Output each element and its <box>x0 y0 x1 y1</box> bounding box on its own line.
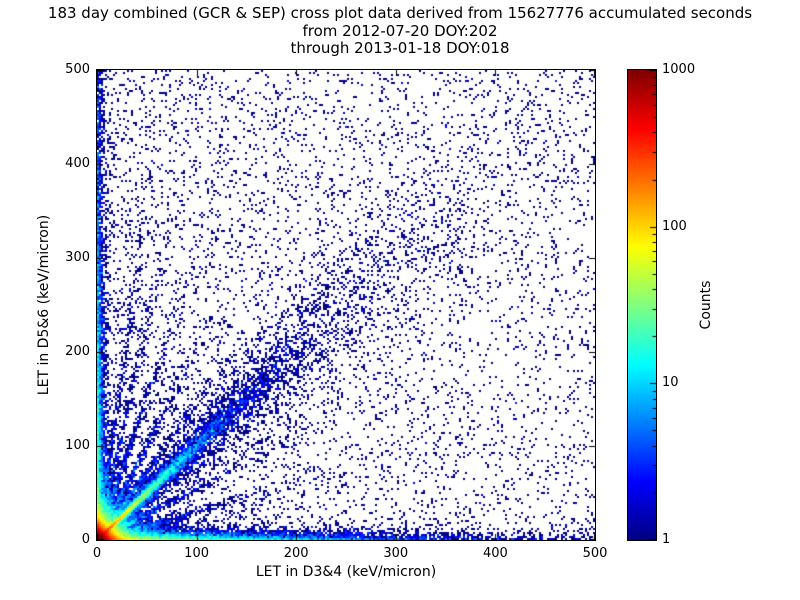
x-tick-label: 400 <box>482 546 508 561</box>
colorbar-tick-label: 1 <box>662 532 671 547</box>
colorbar-label: Counts <box>698 280 714 330</box>
y-tick-label: 100 <box>65 438 90 453</box>
y-tick-label: 0 <box>81 532 90 547</box>
chart-title: 183 day combined (GCR & SEP) cross plot … <box>47 4 753 22</box>
y-tick-label: 400 <box>65 156 90 171</box>
chart-subtitle-through: through 2013-01-18 DOY:018 <box>290 39 510 57</box>
y-tick-label: 300 <box>65 250 90 265</box>
colorbar-tick-label: 100 <box>662 218 687 234</box>
scatter-heatmap-canvas <box>96 69 596 541</box>
x-tick-label: 200 <box>283 546 309 561</box>
x-tick-label: 500 <box>582 546 608 561</box>
x-tick-label: 0 <box>92 546 102 561</box>
colorbar-tick-label: 1000 <box>662 62 696 77</box>
y-tick-label: 500 <box>65 62 90 77</box>
y-tick-label: 200 <box>65 344 90 359</box>
x-tick-label: 100 <box>184 546 209 561</box>
y-axis-label: LET in D5&6 (keV/micron) <box>36 214 52 396</box>
x-tick-label: 300 <box>383 546 409 561</box>
chart-subtitle-from: from 2012-07-20 DOY:202 <box>302 22 498 40</box>
colorbar-tick-label: 10 <box>662 375 679 391</box>
x-axis-label: LET in D3&4 (keV/micron) <box>255 564 437 580</box>
colorbar-gradient-canvas <box>627 69 657 541</box>
